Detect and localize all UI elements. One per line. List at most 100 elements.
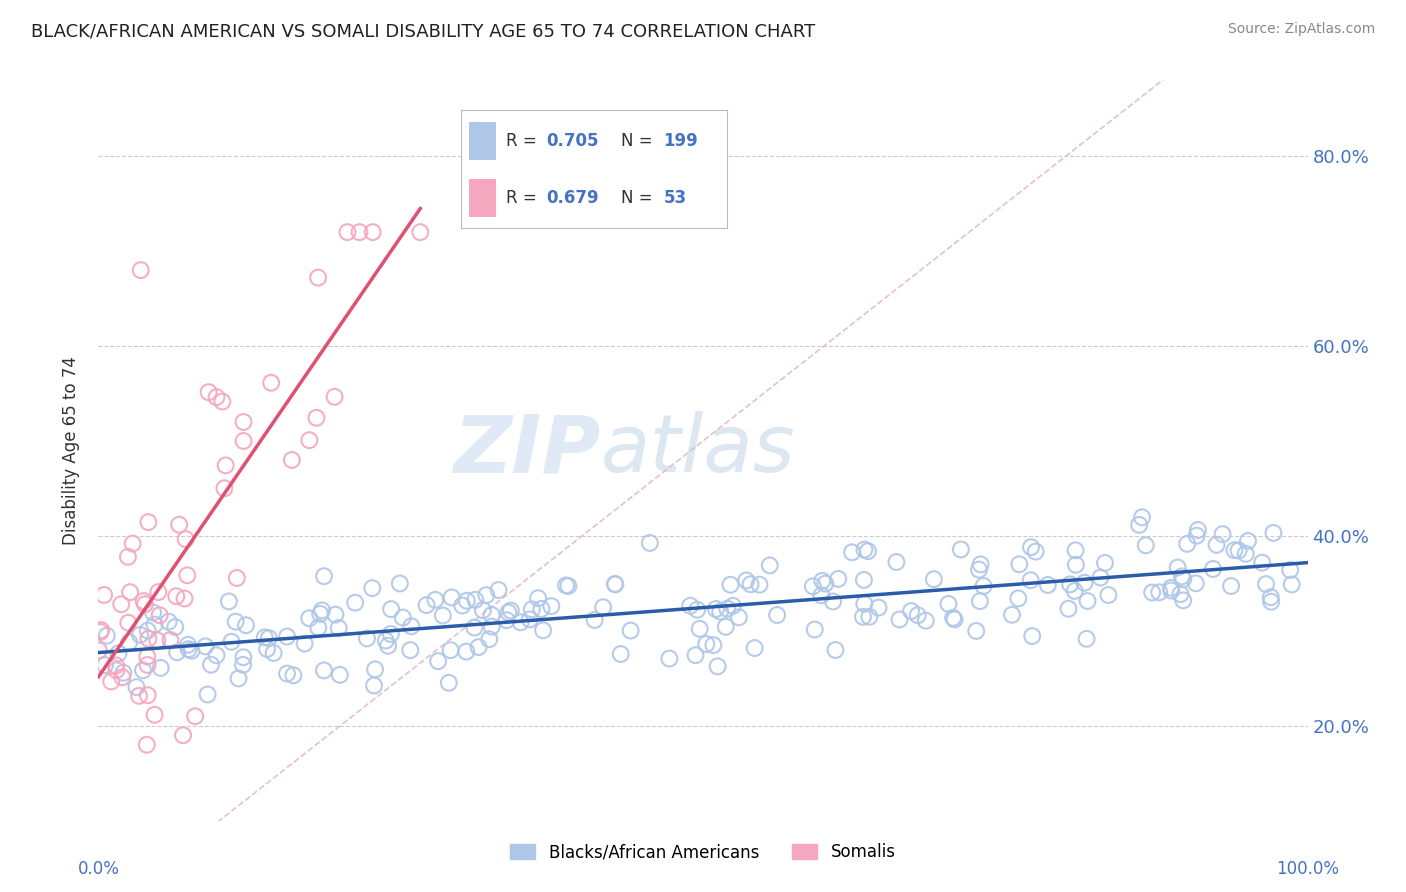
Point	[464, 592, 486, 607]
Point	[415, 598, 437, 612]
Point	[388, 576, 411, 591]
Point	[1149, 585, 1171, 599]
Point	[973, 579, 995, 593]
Point	[721, 599, 744, 613]
Point	[392, 610, 415, 624]
Point	[177, 642, 200, 657]
Point	[307, 270, 329, 285]
Point	[225, 571, 247, 585]
Point	[519, 612, 541, 626]
Point	[1173, 572, 1195, 586]
Point	[89, 625, 111, 640]
Point	[499, 603, 522, 617]
Point	[380, 627, 402, 641]
Point	[1281, 577, 1303, 591]
Point	[94, 658, 117, 673]
Point	[409, 225, 432, 239]
Point	[1220, 579, 1243, 593]
Point	[942, 611, 965, 625]
Point	[260, 376, 283, 390]
Point	[658, 651, 681, 665]
Point	[1135, 538, 1157, 552]
Point	[214, 481, 236, 495]
Point	[803, 623, 825, 637]
Point	[706, 659, 728, 673]
Point	[349, 225, 371, 239]
Point	[685, 648, 707, 663]
Point	[253, 631, 276, 645]
Point	[943, 612, 966, 626]
Point	[232, 415, 254, 429]
Point	[100, 674, 122, 689]
Point	[439, 643, 461, 657]
Point	[605, 577, 627, 591]
Point	[257, 631, 280, 645]
Point	[1097, 588, 1119, 602]
Point	[425, 592, 447, 607]
Point	[1212, 527, 1234, 541]
Point	[498, 606, 520, 620]
Point	[1185, 576, 1208, 591]
Point	[478, 632, 501, 647]
Point	[475, 588, 498, 602]
Point	[305, 410, 328, 425]
Point	[1175, 537, 1198, 551]
Point	[714, 620, 737, 634]
Point	[1064, 543, 1087, 558]
Text: 100.0%: 100.0%	[1277, 860, 1339, 878]
Point	[1167, 560, 1189, 574]
Point	[90, 623, 112, 637]
Point	[117, 549, 139, 564]
Point	[740, 577, 762, 591]
Point	[148, 585, 170, 599]
Point	[456, 593, 478, 607]
Point	[232, 434, 254, 448]
Point	[165, 620, 187, 634]
Point	[283, 668, 305, 682]
Point	[967, 563, 990, 577]
Point	[716, 601, 738, 615]
Point	[1019, 573, 1042, 587]
Point	[495, 613, 517, 627]
Point	[276, 630, 298, 644]
Point	[557, 579, 579, 593]
Point	[344, 596, 367, 610]
Point	[134, 597, 156, 611]
Point	[1036, 578, 1059, 592]
Point	[132, 594, 155, 608]
Point	[1073, 575, 1095, 590]
Point	[184, 709, 207, 723]
Point	[1059, 577, 1081, 591]
Point	[136, 515, 159, 529]
Point	[852, 609, 875, 624]
Point	[620, 624, 643, 638]
Point	[463, 621, 485, 635]
Point	[886, 555, 908, 569]
Point	[105, 658, 128, 673]
Point	[364, 662, 387, 676]
Point	[1227, 543, 1250, 558]
Point	[527, 591, 550, 606]
Point	[309, 607, 332, 621]
Point	[281, 453, 304, 467]
Point	[949, 542, 972, 557]
Point	[1064, 558, 1087, 572]
Point	[841, 545, 863, 559]
Point	[194, 640, 217, 654]
Point	[329, 668, 352, 682]
Point	[136, 649, 159, 664]
Point	[1202, 562, 1225, 576]
Point	[132, 663, 155, 677]
Point	[174, 532, 197, 546]
Point	[298, 611, 321, 625]
Point	[1160, 583, 1182, 598]
Point	[336, 225, 359, 239]
Point	[1263, 525, 1285, 540]
Point	[225, 615, 247, 629]
Point	[709, 605, 731, 619]
Point	[1063, 583, 1085, 598]
Point	[456, 644, 478, 658]
Point	[149, 661, 172, 675]
Point	[93, 588, 115, 602]
Point	[907, 608, 929, 623]
